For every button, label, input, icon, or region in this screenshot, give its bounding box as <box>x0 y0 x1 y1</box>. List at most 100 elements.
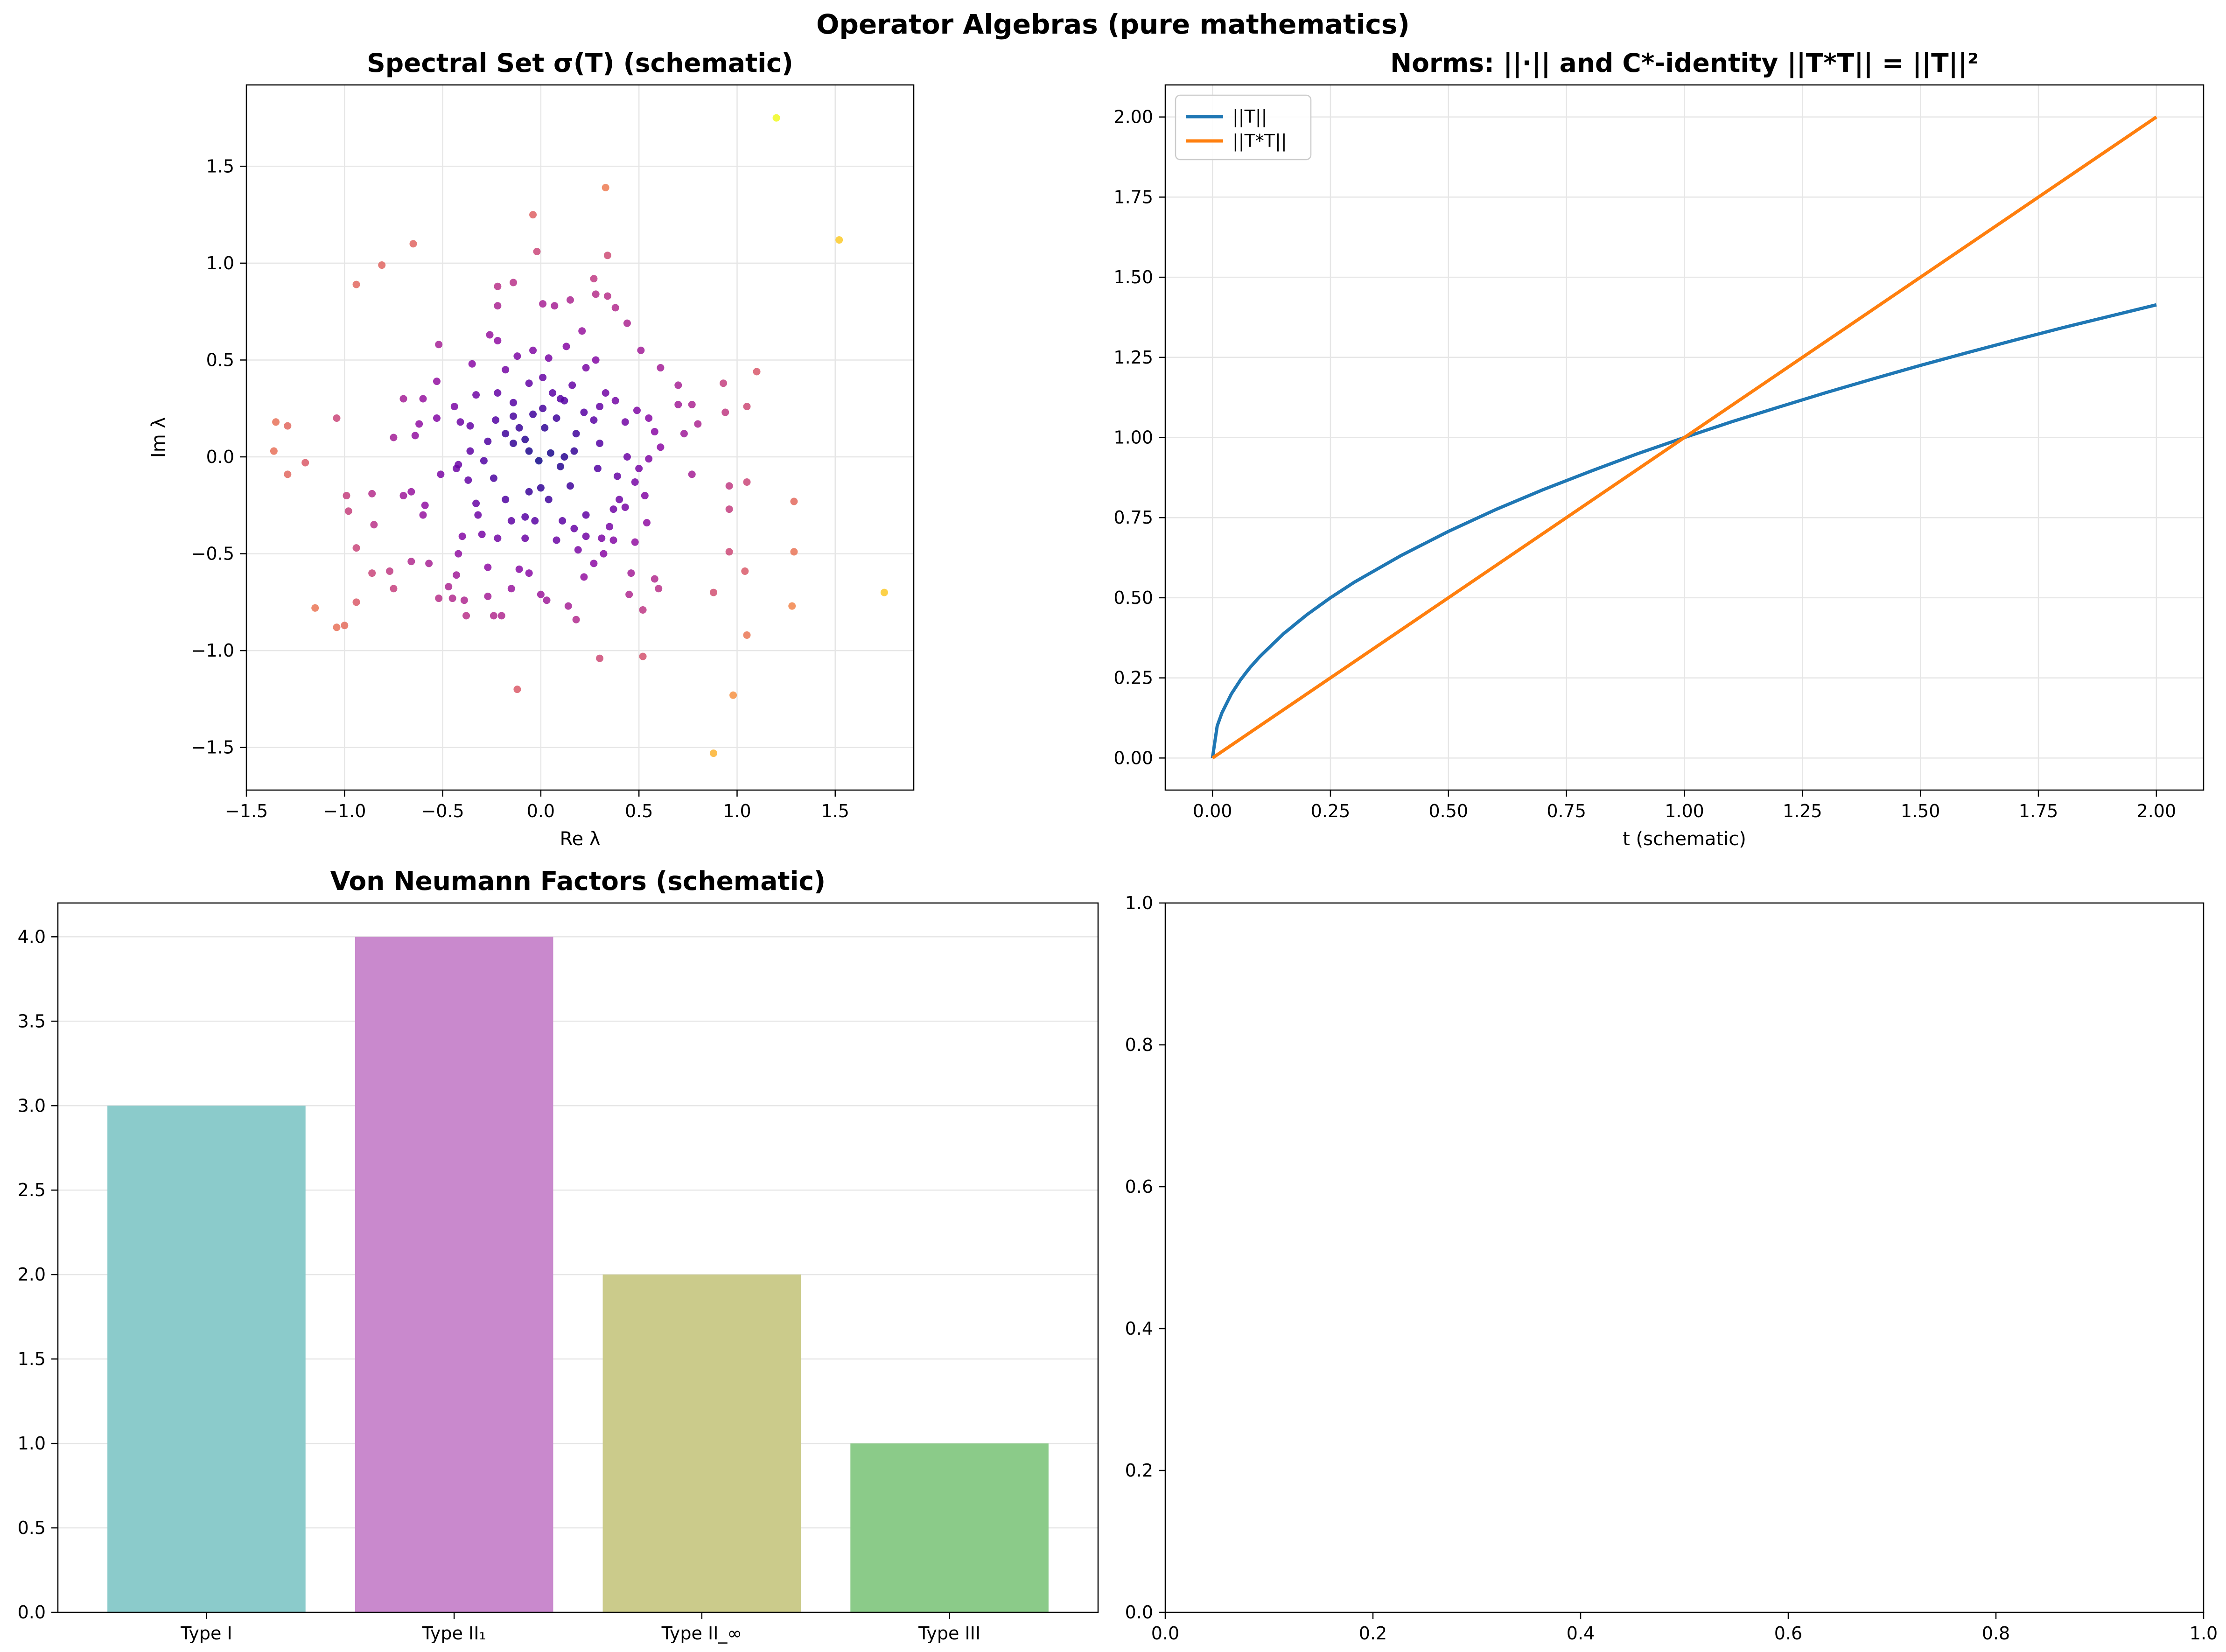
x-tick-label: 0.75 <box>1547 801 1586 821</box>
spectrum-point <box>533 247 541 255</box>
spectrum-point <box>596 654 604 662</box>
spectrum-point <box>710 749 717 757</box>
spectrum-point <box>596 403 604 411</box>
spectrum-point <box>570 525 578 532</box>
figure-suptitle: Operator Algebras (pure mathematics) <box>816 8 1410 40</box>
x-tick-label: 1.0 <box>723 801 751 821</box>
spectrum-point <box>448 595 456 602</box>
spectrum-point <box>641 492 649 500</box>
series-line-tstar-t-norm <box>1211 115 2157 760</box>
spectrum-point <box>566 482 574 490</box>
spectrum-point <box>651 575 658 583</box>
spectrum-point <box>657 443 665 451</box>
x-tick-label: 2.00 <box>2137 801 2177 821</box>
x-axis-label: t (schematic) <box>1623 828 1746 850</box>
spectrum-point <box>301 459 309 467</box>
y-tick-label: 0.8 <box>1125 1035 1153 1055</box>
spectrum-point <box>753 368 761 376</box>
spectrum-point <box>772 114 780 122</box>
spectrum-point <box>645 455 653 463</box>
spectrum-point <box>492 416 500 424</box>
spectrum-point <box>368 569 376 577</box>
spectrum-point <box>494 282 502 290</box>
y-tick-label: 0.4 <box>1125 1318 1153 1339</box>
spectrum-point <box>411 432 419 440</box>
category-label: Type III <box>918 1623 980 1644</box>
x-tick-label: 0.25 <box>1311 801 1351 821</box>
spectrum-point <box>333 623 341 631</box>
x-tick-label: 0.6 <box>1774 1623 1802 1644</box>
spectrum-point <box>743 631 751 639</box>
spectrum-point <box>674 381 682 389</box>
spectrum-point <box>582 532 590 540</box>
spectrum-point <box>545 354 553 362</box>
y-tick-label: 4.0 <box>18 926 46 947</box>
spectrum-point <box>531 517 539 525</box>
bar-2 <box>355 937 553 1612</box>
spectrum-point <box>657 364 665 372</box>
spectrum-point <box>609 536 617 544</box>
spectrum-point <box>551 302 559 310</box>
category-label: Type II₁ <box>422 1623 486 1644</box>
spectrum-point <box>637 346 645 354</box>
empty-panel: 0.0 0.2 0.4 0.6 0.8 1.0 0.0 0.2 0.4 0.6 0.8 1.0 <box>1125 893 2218 1644</box>
spectrum-point <box>497 612 505 620</box>
spectrum-point <box>386 567 394 575</box>
spectrum-point <box>433 414 441 422</box>
x-tick-label: 1.5 <box>821 801 849 821</box>
spectrum-point <box>472 391 480 399</box>
spectrum-point <box>720 379 728 387</box>
spectrum-point <box>625 590 633 598</box>
legend: ||T|| ||T*T|| <box>1175 94 1312 161</box>
x-tick-label: −0.5 <box>421 801 464 821</box>
spectrum-point <box>556 395 564 403</box>
spectrum-point <box>341 622 349 630</box>
spectrum-point <box>631 538 639 546</box>
spectrum-point <box>592 290 600 298</box>
spectrum-point <box>390 434 398 441</box>
spectrum-point <box>368 490 376 497</box>
axes-frame <box>1164 902 2205 1613</box>
x-tick-label: 0.50 <box>1429 801 1469 821</box>
spectrum-point <box>494 336 502 344</box>
chart-title: Von Neumann Factors (schematic) <box>330 866 826 896</box>
spectrum-point <box>455 550 462 558</box>
spectrum-point <box>378 261 386 269</box>
spectrum-point <box>578 327 586 335</box>
spectrum-point <box>623 319 631 327</box>
spectrum-point <box>462 612 470 620</box>
spectrum-point <box>284 422 292 430</box>
spectrum-point <box>741 567 749 575</box>
y-tick-label: 2.0 <box>18 1264 46 1285</box>
spectrum-point <box>549 389 557 397</box>
axes-frame <box>1164 84 2205 791</box>
bar-1 <box>107 1106 306 1612</box>
spectrum-point <box>674 400 682 408</box>
y-tick-label: 0.0 <box>206 447 234 467</box>
axes-frame <box>245 84 915 791</box>
spectrum-point <box>472 499 480 507</box>
spectrum-point <box>639 652 647 660</box>
spectrum-point <box>600 550 608 558</box>
spectrum-point <box>490 474 497 482</box>
y-tick-label: 1.75 <box>1113 187 1153 207</box>
spectrum-point <box>560 453 568 461</box>
spectrum-point <box>553 414 560 422</box>
spectrum-point <box>490 612 497 620</box>
spectrum-point <box>409 240 417 248</box>
spectrum-point <box>566 296 574 304</box>
spectrum-point <box>541 424 549 432</box>
spectrum-point <box>399 395 407 403</box>
y-tick-label: −1.0 <box>191 640 234 661</box>
spectrum-point <box>415 420 423 428</box>
y-tick-label: 0.0 <box>1125 1602 1153 1623</box>
von-neumann-factors-panel: 0.0 0.5 1.0 1.5 2.0 2.5 3.0 3.5 4.0 Type I Type II… <box>18 866 1099 1644</box>
y-tick-label: 2.5 <box>18 1180 46 1200</box>
spectrum-point <box>568 381 576 389</box>
spectrum-point <box>515 424 523 432</box>
category-label: Type I <box>180 1623 232 1644</box>
spectrum-point <box>643 519 651 527</box>
spectrum-point <box>486 331 494 339</box>
spectrum-point <box>655 585 663 593</box>
